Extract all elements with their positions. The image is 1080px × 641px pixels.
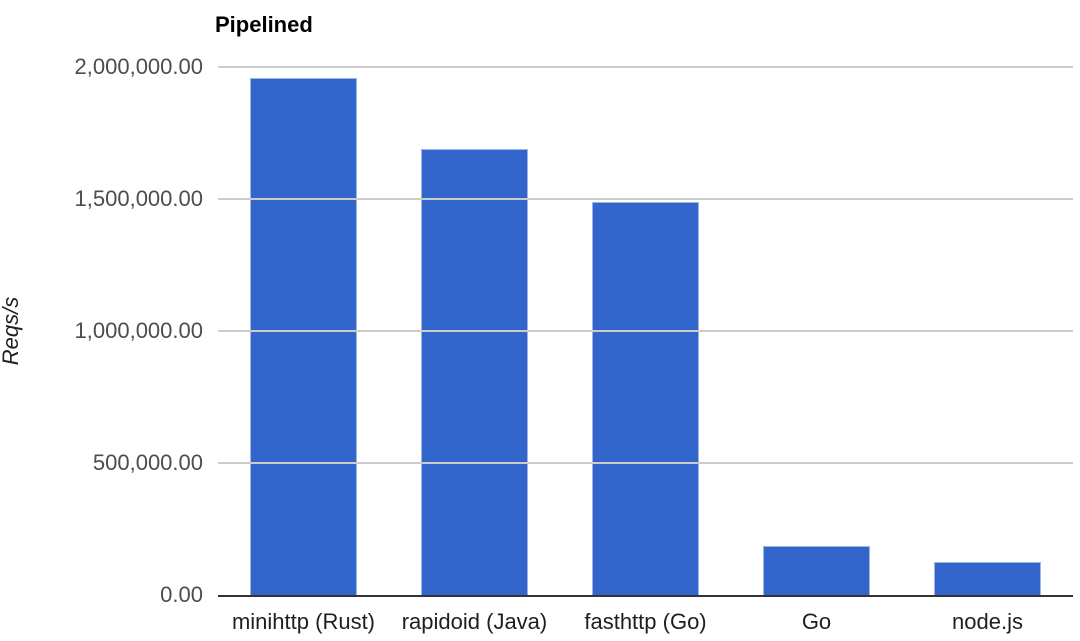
- gridline: [218, 66, 1073, 68]
- x-tick-label: fasthttp (Go): [584, 609, 707, 634]
- bar-slot: [218, 67, 389, 595]
- bar-slot: [560, 67, 731, 595]
- bar-slot: [902, 67, 1073, 595]
- y-tick-label: 1,000,000.00: [74, 318, 203, 343]
- bar: [420, 148, 529, 595]
- y-axis-tick-labels: 2,000,000.00 1,500,000.00 1,000,000.00 500,…: [0, 54, 203, 607]
- x-tick-label: rapidoid (Java): [401, 609, 548, 634]
- y-tick-label: 2,000,000.00: [74, 54, 203, 79]
- gridline: [218, 198, 1073, 200]
- bar-slot: [731, 67, 902, 595]
- gridline: [218, 330, 1073, 332]
- bar: [249, 77, 358, 595]
- x-tick-label: Go: [801, 609, 832, 634]
- bar: [933, 562, 1042, 595]
- y-tick-label: 1,500,000.00: [74, 186, 203, 211]
- bar: [591, 201, 700, 595]
- gridline: [218, 462, 1073, 464]
- bar: [762, 546, 871, 595]
- x-axis-tick-labels: minihttp (Rust) rapidoid (Java) fasthttp (…: [218, 609, 1073, 635]
- bar-slot: [389, 67, 560, 595]
- x-tick-label: node.js: [952, 609, 1023, 634]
- chart-title: Pipelined: [215, 12, 313, 37]
- x-tick-label: minihttp (Rust): [231, 609, 376, 634]
- plot-area: [218, 66, 1073, 597]
- y-tick-label: 0.00: [160, 582, 203, 607]
- bars-row: [218, 67, 1073, 595]
- y-tick-label: 500,000.00: [92, 450, 203, 475]
